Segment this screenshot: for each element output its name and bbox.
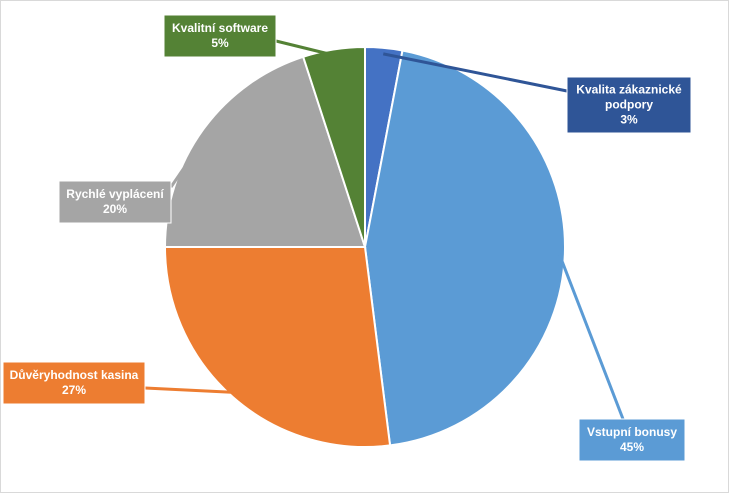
data-label-category: podpory (605, 98, 653, 112)
data-label-percent: 5% (211, 36, 229, 50)
leader-line (144, 386, 237, 395)
data-label-box (578, 418, 686, 462)
data-label-percent: 20% (103, 202, 127, 216)
data-label-box (2, 361, 146, 405)
data-label-category: Rychlé vyplácení (66, 187, 164, 201)
data-label-category: Důvěryhodnost kasina (10, 368, 139, 382)
leader-line (169, 132, 210, 188)
pie-slice (301, 45, 366, 248)
leader-line (557, 252, 625, 420)
data-label-box (163, 14, 277, 58)
data-label-box (566, 76, 692, 134)
data-label-percent: 27% (62, 383, 86, 397)
pie-slices (163, 45, 566, 448)
leader-line (275, 39, 336, 57)
data-label-percent: 45% (620, 440, 644, 454)
data-label-category: Vstupní bonusy (587, 425, 677, 439)
data-label-box (58, 180, 172, 224)
data-label-percent: 3% (620, 113, 638, 127)
pie-slice (163, 246, 392, 448)
leader-line (382, 52, 568, 93)
leader-lines (144, 39, 625, 420)
pie-slice (363, 49, 566, 447)
data-label-category: Kvalita zákaznické (576, 83, 682, 97)
data-label-category: Kvalitní software (172, 21, 268, 35)
